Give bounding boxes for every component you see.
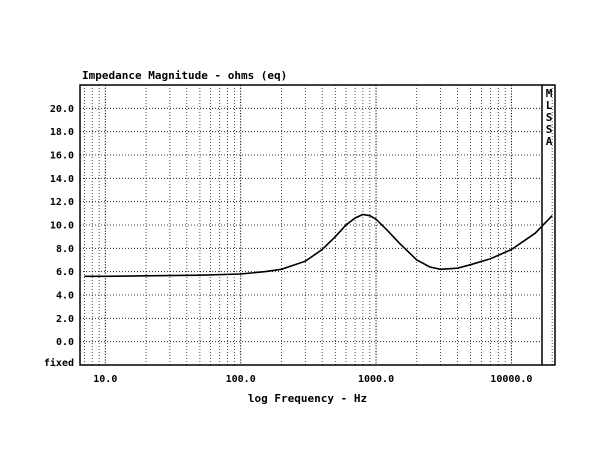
y-tick-label: 16.0 (50, 151, 74, 162)
y-tick-label: 4.0 (56, 291, 74, 302)
side-label-letter: S (546, 123, 553, 136)
y-tick-label: 2.0 (56, 314, 74, 325)
chart-title: Impedance Magnitude - ohms (eq) (82, 69, 287, 82)
x-axis-label: log Frequency - Hz (248, 392, 367, 405)
x-tick-label: 100.0 (226, 374, 256, 385)
side-label-letter: M (546, 87, 553, 100)
impedance-curve (84, 213, 553, 278)
side-label-letter: A (546, 135, 553, 148)
fixed-label: fixed (44, 357, 74, 369)
plot-border (79, 84, 556, 366)
y-tick-label: 10.0 (50, 221, 74, 232)
y-tick-label: 18.0 (50, 127, 74, 138)
grid (80, 85, 553, 365)
x-axis: 10.0 100.0 1000.0 10000.0 (93, 374, 532, 385)
y-tick-label: 20.0 (50, 104, 74, 115)
y-axis: 0.0 2.0 4.0 6.0 8.0 10.0 12.0 14.0 16.0 18.0 20.0 (50, 104, 74, 348)
side-label-letter: S (546, 111, 553, 124)
x-tick-label: 10000.0 (490, 374, 532, 385)
side-label-letter: L (546, 99, 553, 112)
x-tick-label: 10.0 (93, 374, 117, 385)
y-tick-label: 14.0 (50, 174, 74, 185)
y-tick-label: 6.0 (56, 267, 74, 278)
x-tick-label: 1000.0 (358, 374, 394, 385)
y-tick-label: 0.0 (56, 337, 74, 348)
y-tick-label: 8.0 (56, 244, 74, 255)
y-tick-label: 12.0 (50, 197, 74, 208)
